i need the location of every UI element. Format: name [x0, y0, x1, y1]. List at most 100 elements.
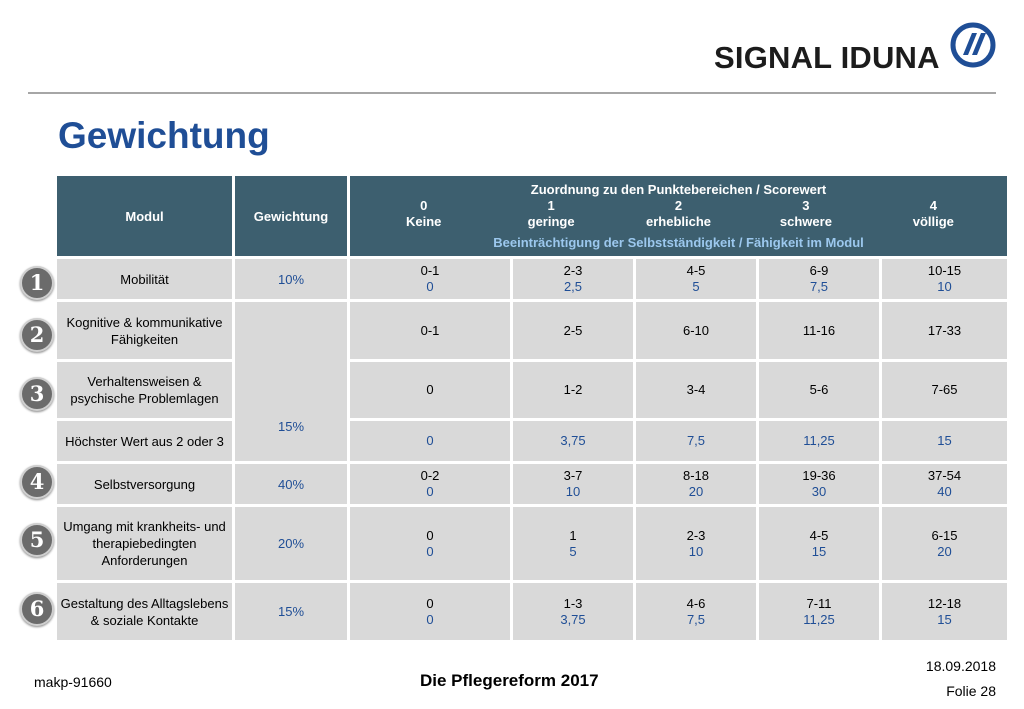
point-range: 4-5 [809, 527, 829, 543]
table-row-umgang: Umgang mit krankheits- und therapiebedin… [57, 507, 1008, 580]
module-number-badge-5: 5 [20, 523, 54, 557]
score-num: 3 [802, 197, 810, 213]
weight-cell: 40% [235, 464, 347, 504]
score-value: 5 [692, 279, 700, 294]
score-cell: 1-2 [513, 362, 633, 418]
point-range: 0-2 [420, 468, 440, 483]
score-label: erhebliche [646, 213, 712, 229]
score-value: 3,75 [560, 433, 586, 448]
table-row-kognitive: Kognitive & kommunikative Fähigkeiten 15… [57, 302, 1008, 461]
score-value: 0 [426, 433, 434, 448]
header-zuordnung: Zuordnung zu den Punktebereichen / Score… [350, 176, 1008, 256]
score-cell: 5-6 [759, 362, 879, 418]
score-cell: 12-18 15 [882, 583, 1008, 640]
score-value: 40 [937, 484, 952, 499]
header-subheader: Beeinträchtigung der Selbstständigkeit /… [493, 234, 864, 250]
score-cell: 4-5 15 [759, 507, 879, 580]
score-value: 7,5 [809, 279, 829, 294]
score-label: Keine [406, 213, 442, 229]
score-cell: 37-54 40 [882, 464, 1008, 504]
table-row-hoechster-wert: Höchster Wert aus 2 oder 3 0 3,75 7,5 11… [57, 421, 1008, 461]
point-range: 2-3 [563, 263, 583, 278]
score-value: 0 [426, 543, 434, 559]
module-cell: Höchster Wert aus 2 oder 3 [57, 421, 232, 461]
score-value: 10 [688, 543, 704, 559]
score-num: 1 [547, 197, 555, 213]
point-range: 4-6 [686, 595, 706, 611]
module-number-badge-3: 3 [20, 377, 54, 411]
module-cell: Umgang mit krankheits- und therapiebedin… [57, 507, 232, 580]
footer-title: Die Pflegereform 2017 [420, 671, 599, 690]
score-cell: 6-15 20 [882, 507, 1008, 580]
score-cell: 10-15 10 [882, 259, 1008, 299]
point-range: 4-5 [686, 263, 706, 278]
score-cell: 11-16 [759, 302, 879, 359]
score-cell: 3-4 [636, 362, 756, 418]
score-level-0: 0 Keine [374, 198, 474, 230]
score-cell: 7-65 [882, 362, 1008, 418]
score-label: geringe [527, 213, 575, 229]
score-cell: 0-1 0 [350, 259, 510, 299]
score-cell: 4-5 5 [636, 259, 756, 299]
weight-cell: 15% [235, 302, 347, 461]
weighting-table: Modul Gewichtung Zuordnung zu den Punkte… [54, 173, 1010, 643]
module-number-badge-2: 2 [20, 318, 54, 352]
score-cell: 2-3 2,5 [513, 259, 633, 299]
score-value: 0 [426, 484, 434, 499]
score-cell: 0-1 [350, 302, 510, 359]
point-range: 10-15 [927, 263, 962, 278]
point-range: 2-3 [686, 527, 706, 543]
score-value: 0 [426, 279, 434, 294]
brand-name: SIGNAL IDUNA [714, 40, 940, 75]
module-cell: Mobilität [57, 259, 232, 299]
score-cell: 1-3 3,75 [513, 583, 633, 640]
score-level-2: 2 erhebliche [629, 198, 729, 230]
point-range: 6-15 [931, 527, 958, 543]
point-range: 12-18 [927, 595, 962, 611]
score-value: 10 [937, 279, 952, 294]
table-row-alltag: Gestaltung des Alltagslebens & soziale K… [57, 583, 1008, 640]
header-gewichtung: Gewichtung [235, 176, 347, 256]
point-range: 1-3 [563, 595, 583, 611]
point-range: 6-9 [809, 263, 829, 278]
point-range: 3-7 [563, 468, 583, 483]
score-value: 11,25 [803, 433, 835, 448]
score-cell: 0 [350, 362, 510, 418]
table-row-mobilitaet: Mobilität 10% 0-1 0 2-3 2,5 4-5 5 6-9 7,5 10… [57, 259, 1008, 299]
footer-date: 18.09.2018 [925, 658, 996, 674]
score-value: 3,75 [560, 611, 586, 627]
score-label: schwere [779, 213, 832, 229]
weight-cell: 15% [235, 583, 347, 640]
score-num: 0 [420, 197, 428, 213]
score-label: völlige [912, 213, 954, 229]
module-cell: Selbstversorgung [57, 464, 232, 504]
score-cell: 19-36 30 [759, 464, 879, 504]
score-value: 7,5 [686, 433, 706, 448]
score-cell: 15 [882, 421, 1008, 461]
score-cell: 7-11 11,25 [759, 583, 879, 640]
score-level-3: 3 schwere [756, 198, 856, 230]
score-value: 2,5 [563, 279, 583, 294]
score-cell: 4-6 7,5 [636, 583, 756, 640]
signal-iduna-logo-icon [950, 22, 996, 68]
score-value: 15 [811, 543, 827, 559]
point-range: 1 [569, 527, 577, 543]
table-row-verhalten: Verhaltensweisen & psychische Problemlag… [57, 362, 1008, 418]
module-cell: Verhaltensweisen & psychische Problemlag… [57, 362, 232, 418]
score-value: 15 [937, 611, 952, 627]
score-num: 4 [929, 197, 937, 213]
header-modul: Modul [57, 176, 232, 256]
score-cell: 2-5 [513, 302, 633, 359]
score-level-4: 4 völlige [883, 198, 983, 230]
score-num: 2 [674, 197, 683, 213]
module-cell: Kognitive & kommunikative Fähigkeiten [57, 302, 232, 359]
score-level-1: 1 geringe [501, 198, 601, 230]
score-value: 10 [565, 484, 581, 499]
score-value: 20 [688, 484, 704, 499]
weight-cell: 10% [235, 259, 347, 299]
footer-page-number: Folie 28 [946, 683, 996, 699]
score-value: 11,25 [803, 611, 835, 627]
point-range: 0-1 [420, 263, 440, 278]
